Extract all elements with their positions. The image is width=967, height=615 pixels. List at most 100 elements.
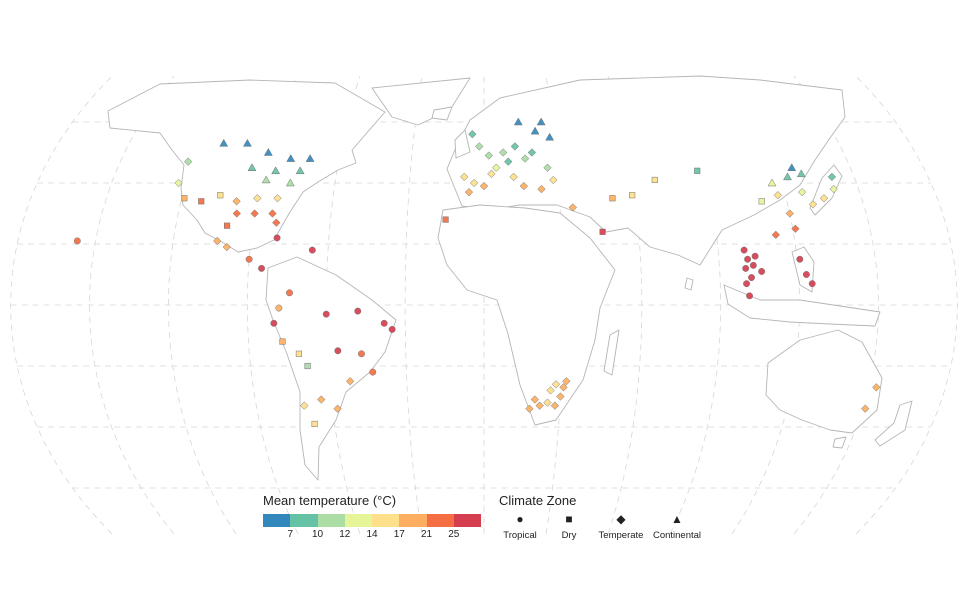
station-marker-temperate bbox=[509, 172, 518, 182]
station-marker-temperate bbox=[333, 404, 342, 413]
station-marker-tropical bbox=[380, 319, 388, 327]
station-marker-continental bbox=[530, 126, 540, 135]
north-america bbox=[107, 79, 386, 253]
station-marker-dry bbox=[442, 216, 449, 223]
station-marker-tropical bbox=[334, 347, 342, 355]
station-marker-tropical bbox=[808, 280, 816, 288]
legend-label-tropical: Tropical bbox=[503, 530, 537, 541]
temperature-legend-title: Mean temperature (°C) bbox=[263, 493, 397, 508]
station-marker-temperate bbox=[268, 209, 277, 218]
temperature-colorbar bbox=[263, 514, 481, 527]
legend-label-continental: Continental bbox=[652, 530, 702, 541]
station-marker-tropical bbox=[740, 246, 748, 254]
station-marker-tropical bbox=[802, 271, 810, 278]
station-marker-dry bbox=[304, 362, 311, 370]
station-marker-temperate bbox=[797, 187, 807, 197]
station-marker-continental bbox=[261, 175, 271, 184]
station-marker-continental bbox=[295, 166, 305, 175]
station-marker-temperate bbox=[492, 163, 501, 172]
station-marker-continental bbox=[305, 154, 315, 162]
station-marker-temperate bbox=[550, 401, 560, 410]
station-marker-temperate bbox=[273, 194, 282, 203]
temperature-legend: Mean temperature (°C) 7 10 12 14 17 21 25 bbox=[263, 493, 483, 553]
station-marker-temperate bbox=[174, 178, 183, 188]
colorbar-segment bbox=[317, 514, 345, 527]
square-icon: ■ bbox=[565, 512, 573, 526]
station-marker-temperate bbox=[525, 404, 534, 413]
station-marker-tropical bbox=[354, 307, 362, 315]
station-marker-tropical bbox=[358, 350, 365, 358]
station-marker-continental bbox=[513, 117, 523, 126]
station-marker-continental bbox=[247, 163, 257, 171]
station-marker-tropical bbox=[270, 319, 278, 327]
station-marker-dry bbox=[181, 195, 188, 202]
station-marker-temperate bbox=[475, 142, 484, 151]
station-marker-temperate bbox=[499, 148, 508, 157]
graticule-meridian bbox=[10, 76, 113, 535]
station-marker-temperate bbox=[543, 398, 552, 407]
station-marker-tropical bbox=[751, 252, 759, 260]
station-marker-continental bbox=[787, 163, 797, 171]
station-marker-temperate bbox=[484, 151, 493, 160]
station-marker-temperate bbox=[346, 377, 355, 386]
station-marker-dry bbox=[651, 176, 658, 183]
station-marker-temperate bbox=[520, 154, 530, 163]
station-marker-continental bbox=[263, 147, 273, 156]
station-marker-dry bbox=[629, 192, 636, 199]
station-marker-continental bbox=[536, 117, 546, 126]
japan bbox=[809, 164, 843, 216]
station-marker-temperate bbox=[317, 395, 326, 404]
station-marker-continental bbox=[767, 178, 777, 187]
station-marker-temperate bbox=[232, 209, 241, 218]
station-marker-temperate bbox=[556, 392, 565, 401]
station-marker-dry bbox=[694, 167, 701, 174]
temperature-tick-label: 17 bbox=[393, 529, 405, 540]
uk bbox=[454, 129, 471, 159]
station-marker-continental bbox=[285, 178, 295, 187]
graticule-meridian bbox=[855, 76, 958, 535]
colorbar-segment bbox=[290, 514, 318, 527]
station-marker-tropical bbox=[369, 368, 377, 376]
station-marker-tropical bbox=[308, 246, 316, 254]
eurasia bbox=[446, 75, 846, 266]
station-marker-tropical bbox=[286, 289, 293, 297]
continents bbox=[107, 75, 913, 481]
station-marker-tropical bbox=[742, 264, 750, 272]
legend-label-temperate: Temperate bbox=[598, 530, 644, 541]
africa bbox=[437, 204, 616, 426]
legend-item-dry: ■ Dry bbox=[562, 513, 577, 541]
madagascar bbox=[603, 329, 620, 376]
station-marker-temperate bbox=[559, 383, 568, 392]
station-marker-temperate bbox=[808, 200, 818, 209]
station-marker-tropical bbox=[73, 237, 81, 245]
station-marker-temperate bbox=[300, 401, 309, 410]
graticule-meridian bbox=[793, 76, 879, 535]
legend-item-temperate: ◆ Temperate bbox=[599, 513, 644, 541]
circle-icon: ● bbox=[516, 512, 524, 526]
station-marker-tropical bbox=[388, 325, 396, 333]
station-marker-temperate bbox=[819, 194, 829, 203]
station-marker-continental bbox=[545, 132, 555, 141]
colorbar-segment bbox=[426, 514, 454, 527]
station-marker-temperate bbox=[530, 395, 540, 404]
station-marker-tropical bbox=[744, 255, 752, 263]
colorbar-segment bbox=[372, 514, 400, 527]
station-marker-temperate bbox=[250, 209, 259, 218]
colorbar-segment bbox=[344, 514, 372, 527]
station-marker-temperate bbox=[510, 142, 520, 151]
station-marker-tropical bbox=[273, 234, 281, 242]
station-marker-tropical bbox=[758, 268, 766, 275]
station-marker-temperate bbox=[543, 163, 552, 172]
station-marker-temperate bbox=[861, 404, 870, 413]
temperature-tick-label: 25 bbox=[448, 529, 460, 540]
station-marker-temperate bbox=[546, 386, 555, 395]
station-marker-dry bbox=[599, 228, 606, 235]
station-marker-tropical bbox=[748, 274, 755, 281]
station-marker-continental bbox=[796, 169, 806, 178]
station-marker-temperate bbox=[460, 172, 469, 182]
station-marker-tropical bbox=[749, 261, 757, 269]
station-marker-temperate bbox=[527, 148, 537, 157]
station-marker-tropical bbox=[258, 264, 265, 272]
station-marker-temperate bbox=[272, 218, 281, 227]
station-marker-dry bbox=[198, 198, 205, 205]
